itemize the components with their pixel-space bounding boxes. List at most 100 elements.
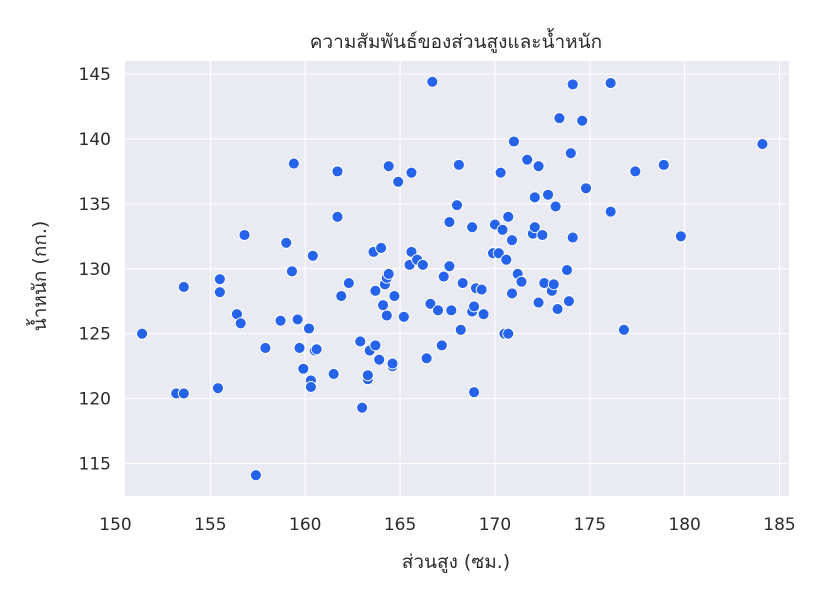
data-point	[551, 303, 564, 315]
data-point	[238, 229, 251, 241]
data-point	[674, 230, 687, 243]
data-point	[274, 314, 287, 327]
data-point	[506, 234, 518, 247]
data-point	[234, 317, 247, 330]
data-point	[502, 327, 515, 340]
data-point	[259, 342, 272, 354]
data-point	[310, 343, 323, 356]
y-axis-title: น้ำหนัก (กก.)	[26, 221, 51, 332]
data-point	[492, 247, 505, 260]
data-point	[475, 283, 488, 296]
x-tick-label: 150	[99, 515, 131, 535]
data-point	[553, 112, 566, 125]
data-points	[136, 75, 769, 482]
data-point	[466, 221, 479, 234]
data-point	[375, 242, 388, 254]
data-point	[280, 236, 293, 249]
data-point	[354, 335, 367, 348]
data-point	[561, 264, 573, 277]
data-point	[377, 299, 389, 312]
data-point	[617, 323, 630, 336]
data-point	[386, 357, 399, 370]
data-point	[629, 165, 642, 178]
data-point	[285, 265, 298, 278]
data-point	[756, 138, 769, 151]
data-point	[382, 268, 395, 280]
data-point	[515, 275, 528, 288]
data-point	[287, 157, 300, 170]
data-point	[528, 191, 541, 204]
x-tick-label: 170	[479, 515, 511, 535]
data-point	[580, 182, 592, 195]
data-point	[604, 77, 617, 90]
data-point	[468, 386, 481, 399]
data-point	[445, 304, 458, 317]
data-point	[521, 153, 534, 166]
data-point	[496, 223, 509, 236]
data-point	[443, 216, 456, 228]
data-point	[549, 200, 562, 213]
data-point	[388, 290, 401, 302]
data-point	[342, 277, 355, 289]
x-tick-label: 175	[574, 515, 606, 535]
data-point	[506, 287, 518, 300]
data-point	[566, 231, 579, 244]
x-tick-label: 180	[668, 515, 700, 535]
data-point	[327, 367, 340, 380]
data-point	[456, 277, 469, 289]
data-point	[424, 297, 437, 310]
y-tick-label: 130	[79, 260, 111, 280]
data-point	[562, 295, 575, 308]
data-point	[454, 323, 467, 336]
data-point	[507, 135, 520, 148]
data-point	[397, 310, 410, 323]
data-point	[356, 401, 369, 414]
data-point	[532, 296, 545, 309]
data-point	[443, 260, 456, 273]
data-point	[564, 147, 577, 160]
data-point	[331, 210, 344, 223]
data-point	[177, 387, 190, 400]
data-point	[468, 300, 481, 313]
data-point	[566, 78, 579, 91]
data-point	[432, 304, 444, 317]
data-point	[477, 308, 490, 321]
data-point	[291, 313, 304, 326]
data-point	[532, 160, 545, 173]
data-point	[213, 273, 226, 286]
tick-labels: 150 155 160 165 170 175 180 185 115 120 125 130 135 1…	[79, 65, 796, 535]
data-point	[420, 352, 433, 365]
data-point	[426, 75, 439, 88]
data-point	[528, 221, 541, 234]
data-point	[547, 278, 560, 291]
data-point	[494, 166, 507, 179]
data-point	[576, 114, 589, 127]
data-point	[451, 199, 463, 212]
data-point	[303, 322, 315, 335]
data-point	[297, 362, 310, 375]
data-point	[369, 339, 382, 352]
y-tick-label: 135	[79, 195, 111, 215]
x-axis-title: ส่วนสูง (ซม.)	[402, 551, 510, 573]
x-tick-label: 185	[763, 515, 795, 535]
data-point	[405, 166, 418, 179]
data-point	[306, 249, 319, 262]
x-tick-label: 165	[384, 515, 416, 535]
data-point	[604, 205, 617, 218]
y-tick-label: 120	[79, 390, 111, 410]
data-point	[380, 309, 393, 322]
data-point	[335, 290, 348, 302]
data-point	[382, 160, 395, 173]
data-point	[392, 175, 405, 188]
y-tick-label: 125	[79, 325, 111, 345]
data-point	[373, 353, 386, 366]
data-point	[304, 380, 317, 393]
data-point	[177, 280, 190, 293]
y-tick-label: 140	[79, 130, 111, 150]
data-point	[542, 188, 555, 201]
data-point	[369, 284, 382, 297]
data-point	[249, 469, 262, 482]
data-point	[331, 165, 344, 178]
data-point	[536, 229, 549, 241]
